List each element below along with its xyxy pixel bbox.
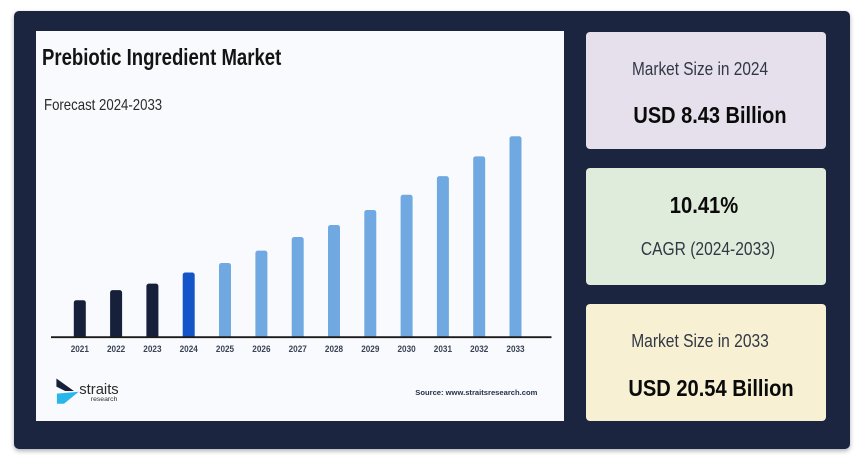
svg-text:2032: 2032 bbox=[470, 344, 488, 354]
svg-text:2030: 2030 bbox=[397, 344, 415, 354]
svg-text:2023: 2023 bbox=[143, 344, 161, 354]
svg-text:2033: 2033 bbox=[506, 344, 524, 354]
svg-text:2029: 2029 bbox=[361, 344, 379, 354]
svg-text:2022: 2022 bbox=[107, 344, 125, 354]
svg-text:straits: straits bbox=[79, 381, 119, 398]
svg-text:2021: 2021 bbox=[70, 344, 88, 354]
svg-text:2027: 2027 bbox=[288, 344, 306, 354]
svg-text:2031: 2031 bbox=[433, 344, 451, 354]
svg-text:2028: 2028 bbox=[324, 344, 342, 354]
svg-text:2025: 2025 bbox=[215, 344, 233, 354]
svg-text:2024: 2024 bbox=[179, 344, 197, 354]
svg-text:research: research bbox=[90, 397, 117, 403]
svg-text:2026: 2026 bbox=[252, 344, 270, 354]
